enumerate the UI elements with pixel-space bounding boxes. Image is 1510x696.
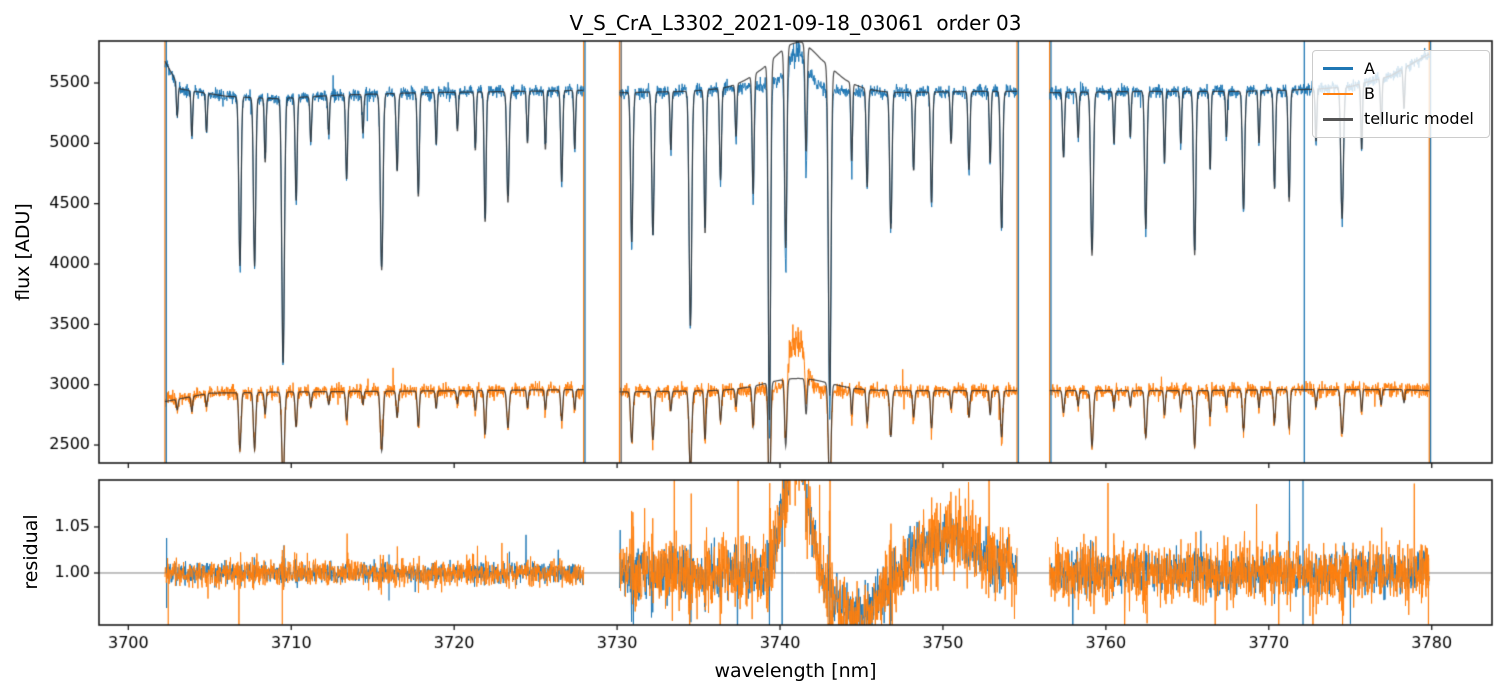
legend-label-b: B [1364,83,1375,103]
legend-label-a: A [1364,58,1375,78]
legend-item-a: A [1323,58,1479,78]
x-axis-label: wavelength [nm] [714,660,877,682]
legend-line-telluric-swatch [1323,118,1353,121]
legend-item-telluric-model: telluric model [1323,111,1479,127]
y-axis-label-flux: flux [ADU] [12,203,34,301]
y-axis-label-residual: residual [20,514,42,590]
chart-title: V_S_CrA_L3302_2021-09-18_03061 order 03 [569,11,1022,35]
legend-item-b: B [1323,83,1479,103]
legend-label-telluric: telluric model [1364,109,1474,129]
legend-line-b-swatch [1323,92,1353,96]
legend: A B telluric model [1312,50,1490,138]
legend-line-a-swatch [1323,67,1353,70]
